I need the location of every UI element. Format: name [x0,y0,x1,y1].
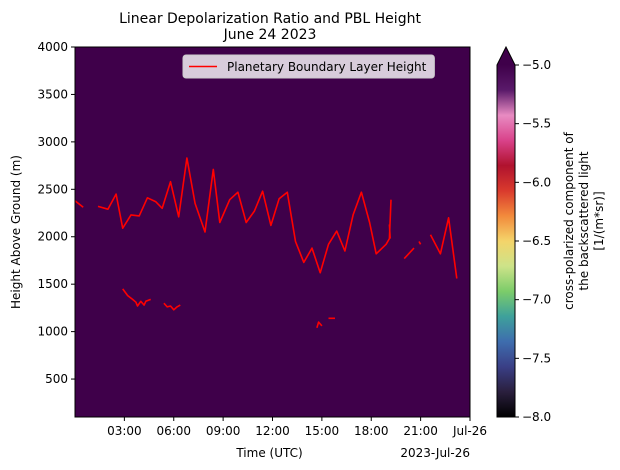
y-tick-label: 4000 [37,40,68,54]
colorbar: −8.0 −7.5 −7.0 −6.5 −6.0 −5.5 −5.0 cross-polar… [496,45,606,424]
colorbar-tick-label: −5.5 [522,117,551,131]
pbl-line-segment [122,288,151,307]
pbl-line-segment [163,302,181,311]
y-tick-label: 2500 [37,182,68,196]
colorbar-label-line: the backscattered light [577,151,591,290]
pbl-line-segment [403,247,415,260]
colorbar-tick-label: −6.5 [522,234,551,248]
colorbar-tick-label: −7.0 [522,293,551,307]
x-axis-offset-label: 2023-Jul-26 [400,446,470,460]
y-tick-label: 1500 [37,277,68,291]
x-tick-label: 03:00 [107,424,142,438]
chart-title: Linear Depolarization Ratio and PBL Heig… [119,11,421,27]
x-tick-label: 18:00 [354,424,389,438]
y-axis: 500 1000 1500 2000 2500 3000 3500 4000 [37,40,75,386]
legend-box [182,54,435,79]
y-tick-label: 2000 [37,230,68,244]
colorbar-tick-label: −7.5 [522,351,551,365]
plot-area [74,46,471,418]
pbl-line-segment [316,321,323,329]
pbl-line-segment [97,157,392,274]
x-tick-label: 06:00 [156,424,191,438]
colorbar-rect [497,65,515,417]
y-tick-label: 500 [45,372,68,386]
legend-entry: Planetary Boundary Layer Height [227,60,427,74]
y-tick-label: 1000 [37,325,68,339]
legend: Planetary Boundary Layer Height [182,54,435,79]
x-tick-label: 15:00 [305,424,340,438]
y-axis-label: Height Above Ground (m) [9,155,23,309]
x-axis-label: Time (UTC) [235,446,302,460]
y-tick-label: 3500 [37,87,68,101]
x-tick-label: Jul-26 [452,424,487,438]
colorbar-label: cross-polarized component of the backscat… [562,131,606,310]
x-tick-label: 09:00 [206,424,241,438]
colorbar-label-line: cross-polarized component of [562,131,576,310]
depolarization-field [75,47,470,417]
colorbar-outline [496,45,516,418]
pbl-line-segment [74,200,84,208]
pbl-series [74,157,458,329]
x-tick-label: 12:00 [255,424,290,438]
pbl-line-segment [429,217,458,279]
pbl-line-segment [418,241,422,245]
x-axis: 03:00 06:00 09:00 12:00 15:00 18:00 21:00 Jul-2… [107,417,487,438]
colorbar-tick-label: −6.0 [522,175,551,189]
colorbar-label-line: [1/(m*sr)] [592,191,606,250]
colorbar-tick-label: −8.0 [522,410,551,424]
colorbar-tick-label: −5.0 [522,58,551,72]
colorbar-ticks: −8.0 −7.5 −7.0 −6.5 −6.0 −5.5 −5.0 [515,58,551,424]
x-tick-label: 21:00 [403,424,438,438]
pbl-line-segment [388,224,391,239]
y-tick-label: 3000 [37,135,68,149]
chart-subtitle: June 24 2023 [223,27,317,43]
colorbar-extend-arrow [497,47,515,65]
